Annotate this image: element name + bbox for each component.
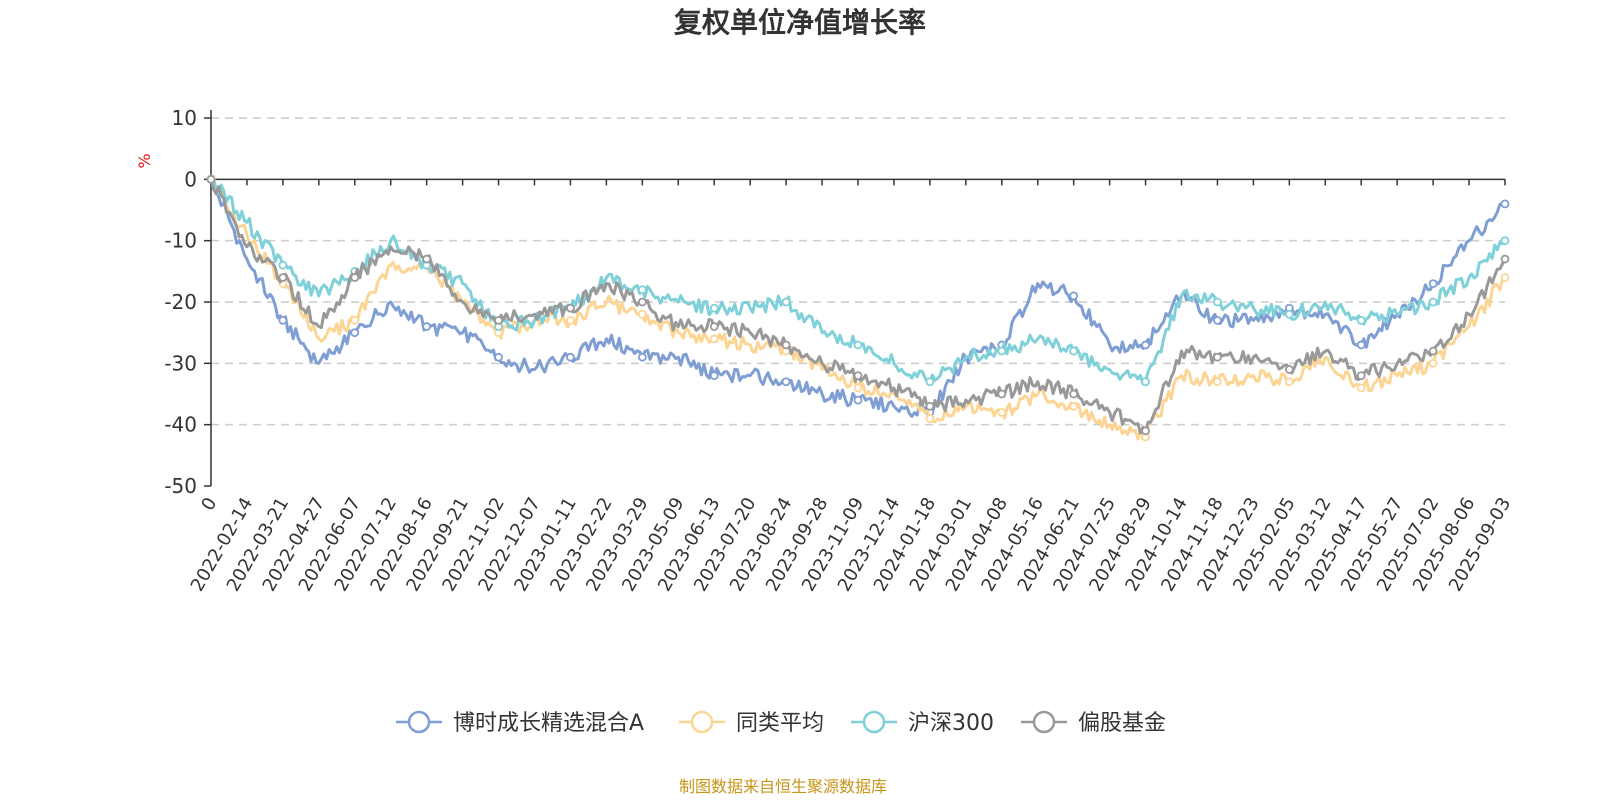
data-point [925, 401, 935, 411]
data-point [637, 309, 647, 319]
axes: 100-10-20-30-40-5002022-02-142022-03-212… [164, 106, 1515, 595]
data-point [566, 315, 575, 325]
data-point [781, 297, 791, 307]
data-point [709, 322, 719, 331]
data-point [1284, 309, 1294, 319]
data-point [278, 273, 288, 282]
data-point [1213, 315, 1222, 325]
data-point [566, 303, 575, 313]
data-point [637, 297, 647, 307]
data-point [1428, 279, 1438, 289]
data-point [1141, 426, 1150, 436]
data-point [997, 407, 1007, 417]
y-axis-unit: % [135, 153, 154, 168]
legend[interactable]: 博时成长精选混合A 同类平均 沪深300 偏股基金 [396, 710, 1166, 736]
legend-item[interactable]: 博时成长精选混合A [396, 710, 644, 736]
legend-label: 博时成长精选混合A [453, 711, 644, 736]
data-point [1284, 377, 1294, 387]
data-point [1141, 377, 1150, 387]
data-point [637, 352, 647, 362]
data-point [853, 383, 863, 393]
legend-marker [862, 710, 886, 734]
data-point [1356, 315, 1366, 325]
y-tick-label: -40 [164, 413, 197, 437]
y-tick-label: -20 [164, 290, 197, 314]
series-line [210, 178, 1506, 418]
data-point [1356, 383, 1366, 393]
data-point [781, 377, 791, 387]
data-point [853, 340, 863, 350]
data-point [925, 414, 935, 423]
data-point [350, 273, 360, 282]
source-note: 制图数据来自恒生聚源数据库 [679, 777, 887, 796]
data-point [206, 174, 216, 184]
y-tick-label: -30 [164, 351, 197, 375]
data-point [422, 254, 432, 264]
data-point [1500, 273, 1510, 282]
data-point [422, 322, 432, 331]
data-point [1356, 371, 1366, 381]
data-point [1069, 401, 1079, 411]
legend-marker [1032, 710, 1056, 734]
data-point [350, 328, 360, 338]
legend-item[interactable]: 沪深300 [851, 710, 994, 736]
y-tick-label: -10 [164, 229, 197, 253]
data-point [637, 285, 647, 295]
legend-label: 同类平均 [736, 711, 824, 736]
data-point [566, 352, 575, 362]
data-point [494, 352, 503, 362]
data-point [1500, 199, 1510, 209]
data-point [1500, 236, 1510, 246]
legend-label: 沪深300 [908, 711, 994, 736]
data-point [1428, 297, 1438, 307]
legend-label: 偏股基金 [1078, 711, 1166, 736]
legend-marker [690, 710, 714, 734]
data-point [1213, 377, 1222, 387]
y-tick-label: 0 [184, 167, 197, 191]
data-point [1069, 346, 1079, 356]
data-point [1284, 365, 1294, 374]
x-tick-label: 0 [197, 494, 221, 514]
data-point [925, 377, 935, 387]
legend-marker [407, 710, 431, 734]
legend-item[interactable]: 同类平均 [679, 710, 824, 736]
grid [211, 117, 1505, 426]
data-point [853, 395, 863, 405]
data-point [1428, 346, 1438, 356]
data-point [781, 340, 791, 350]
data-point [997, 346, 1007, 356]
data-point [997, 389, 1007, 399]
data-point [1069, 389, 1079, 399]
data-point [350, 315, 360, 325]
data-point [1356, 340, 1366, 350]
data-point [1500, 254, 1510, 264]
data-point [278, 260, 288, 270]
data-point [709, 303, 719, 313]
y-tick-label: 10 [172, 106, 197, 130]
data-point [853, 371, 863, 381]
y-tick-label: -50 [164, 474, 197, 498]
series-group [206, 174, 1510, 418]
data-point [1069, 291, 1079, 301]
data-point [1213, 352, 1222, 362]
data-point [1141, 340, 1150, 350]
data-point [494, 315, 503, 325]
data-point [709, 334, 719, 344]
data-point [1428, 358, 1438, 368]
series-lines [206, 174, 1510, 442]
data-point [1213, 297, 1222, 307]
legend-item[interactable]: 偏股基金 [1021, 710, 1166, 736]
series-group [206, 174, 1510, 436]
chart-title: 复权单位净值增长率 [674, 6, 926, 39]
data-point [278, 315, 288, 325]
data-point [709, 371, 719, 381]
